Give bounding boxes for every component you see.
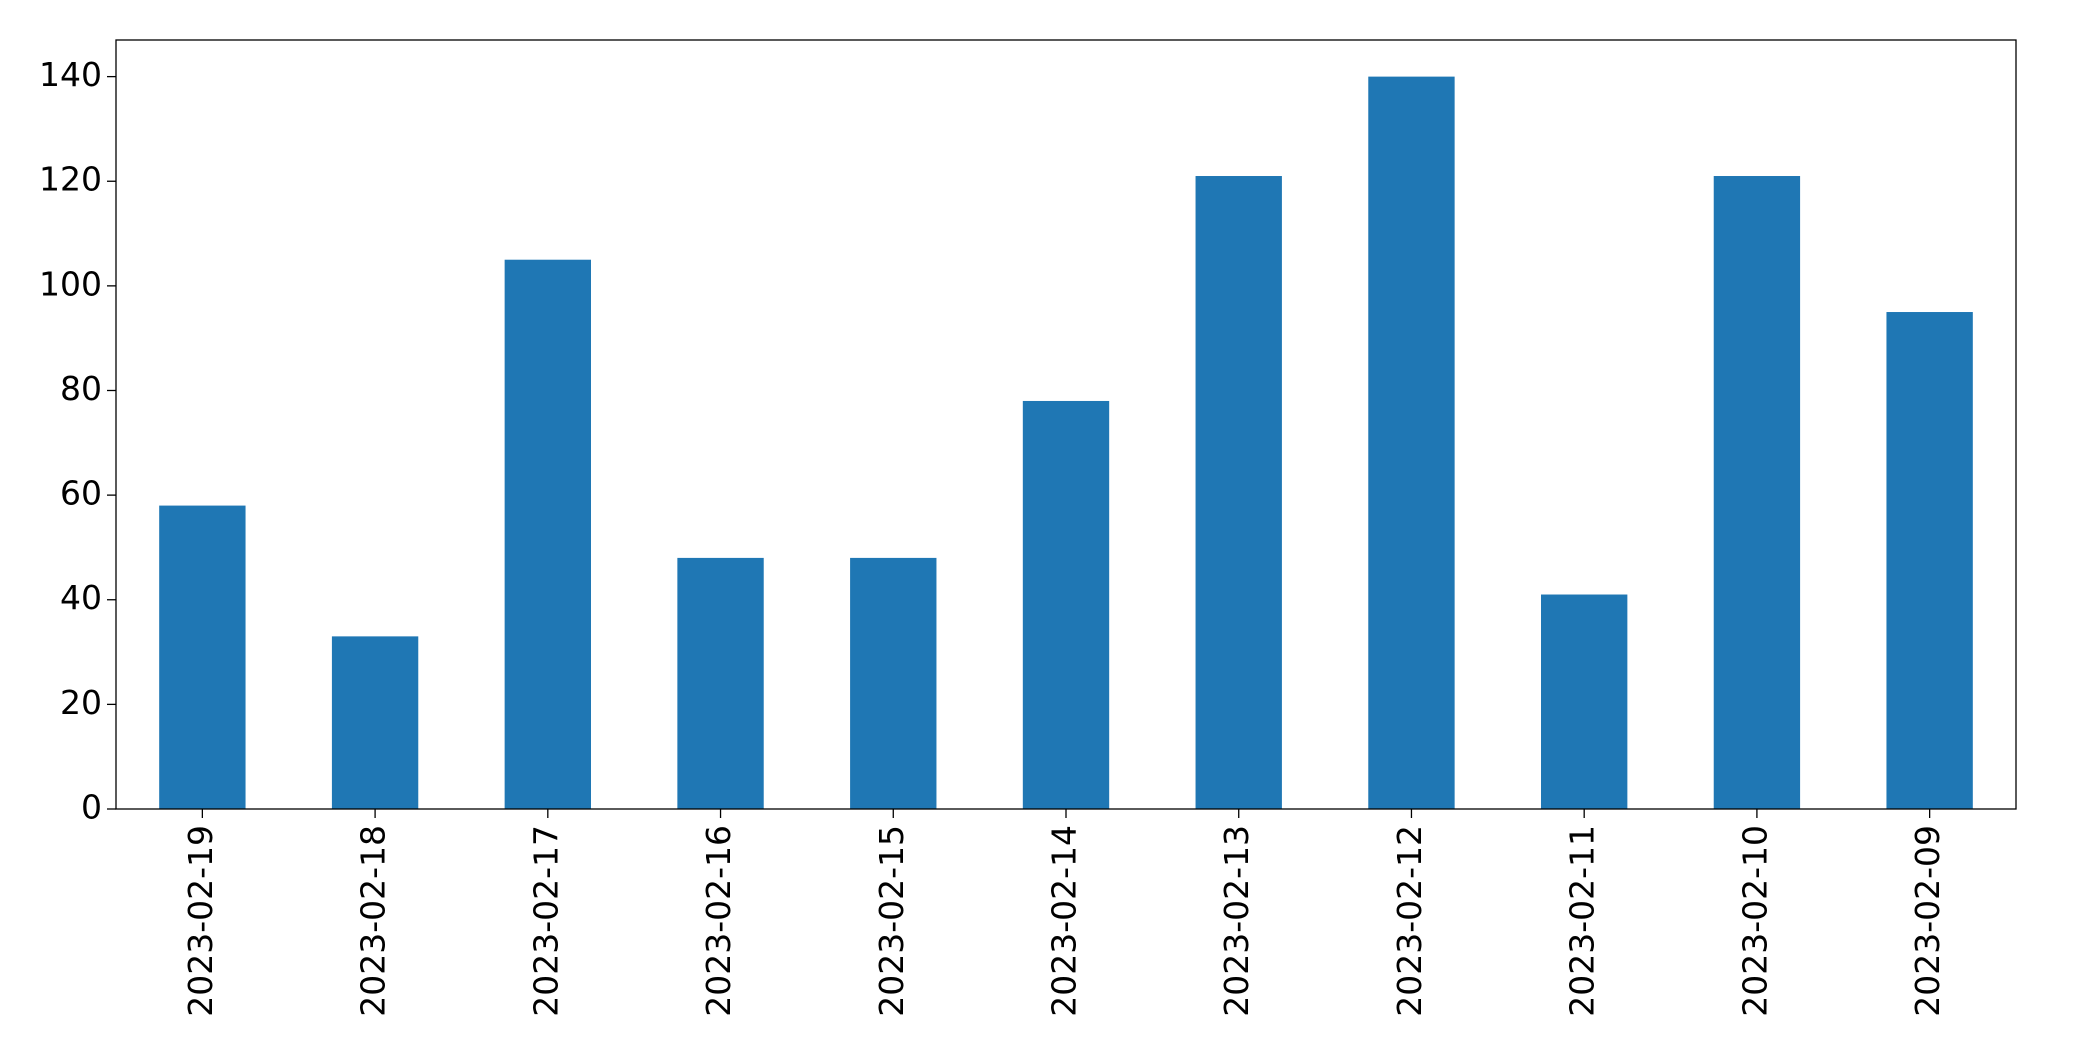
y-tick-label: 40: [60, 578, 102, 617]
bar: [1541, 594, 1628, 809]
x-tick-label: 2023-02-16: [699, 825, 738, 1017]
bar: [331, 636, 419, 809]
bar: [1886, 312, 1973, 809]
x-tick-label: 2023-02-12: [1390, 825, 1429, 1017]
x-tick-label: 2023-02-18: [354, 825, 393, 1017]
y-tick-label: 0: [81, 788, 102, 827]
bar: [504, 259, 591, 809]
x-tick-label: 2023-02-11: [1563, 825, 1602, 1017]
x-tick-label: 2023-02-10: [1735, 825, 1774, 1017]
y-tick-label: 60: [60, 474, 102, 513]
y-tick-label: 100: [39, 264, 102, 303]
y-tick-label: 120: [39, 160, 102, 199]
x-tick-label: 2023-02-19: [181, 825, 220, 1017]
x-tick-label: 2023-02-15: [872, 825, 911, 1017]
plot-frame: [115, 39, 2017, 810]
bar: [677, 557, 764, 809]
x-tick-label: 2023-02-13: [1217, 825, 1256, 1017]
bar: [1022, 400, 1110, 809]
bar: [1368, 76, 1455, 810]
x-tick-label: 2023-02-17: [526, 825, 565, 1017]
x-tick-label: 2023-02-09: [1908, 825, 1947, 1017]
y-tick-label: 20: [60, 683, 102, 722]
x-tick-label: 2023-02-14: [1045, 825, 1084, 1017]
y-tick-label: 80: [60, 369, 102, 408]
bar: [850, 557, 937, 809]
bar: [1195, 176, 1282, 809]
bar: [1713, 176, 1801, 809]
bar: [159, 505, 246, 809]
y-tick-label: 140: [39, 55, 102, 94]
